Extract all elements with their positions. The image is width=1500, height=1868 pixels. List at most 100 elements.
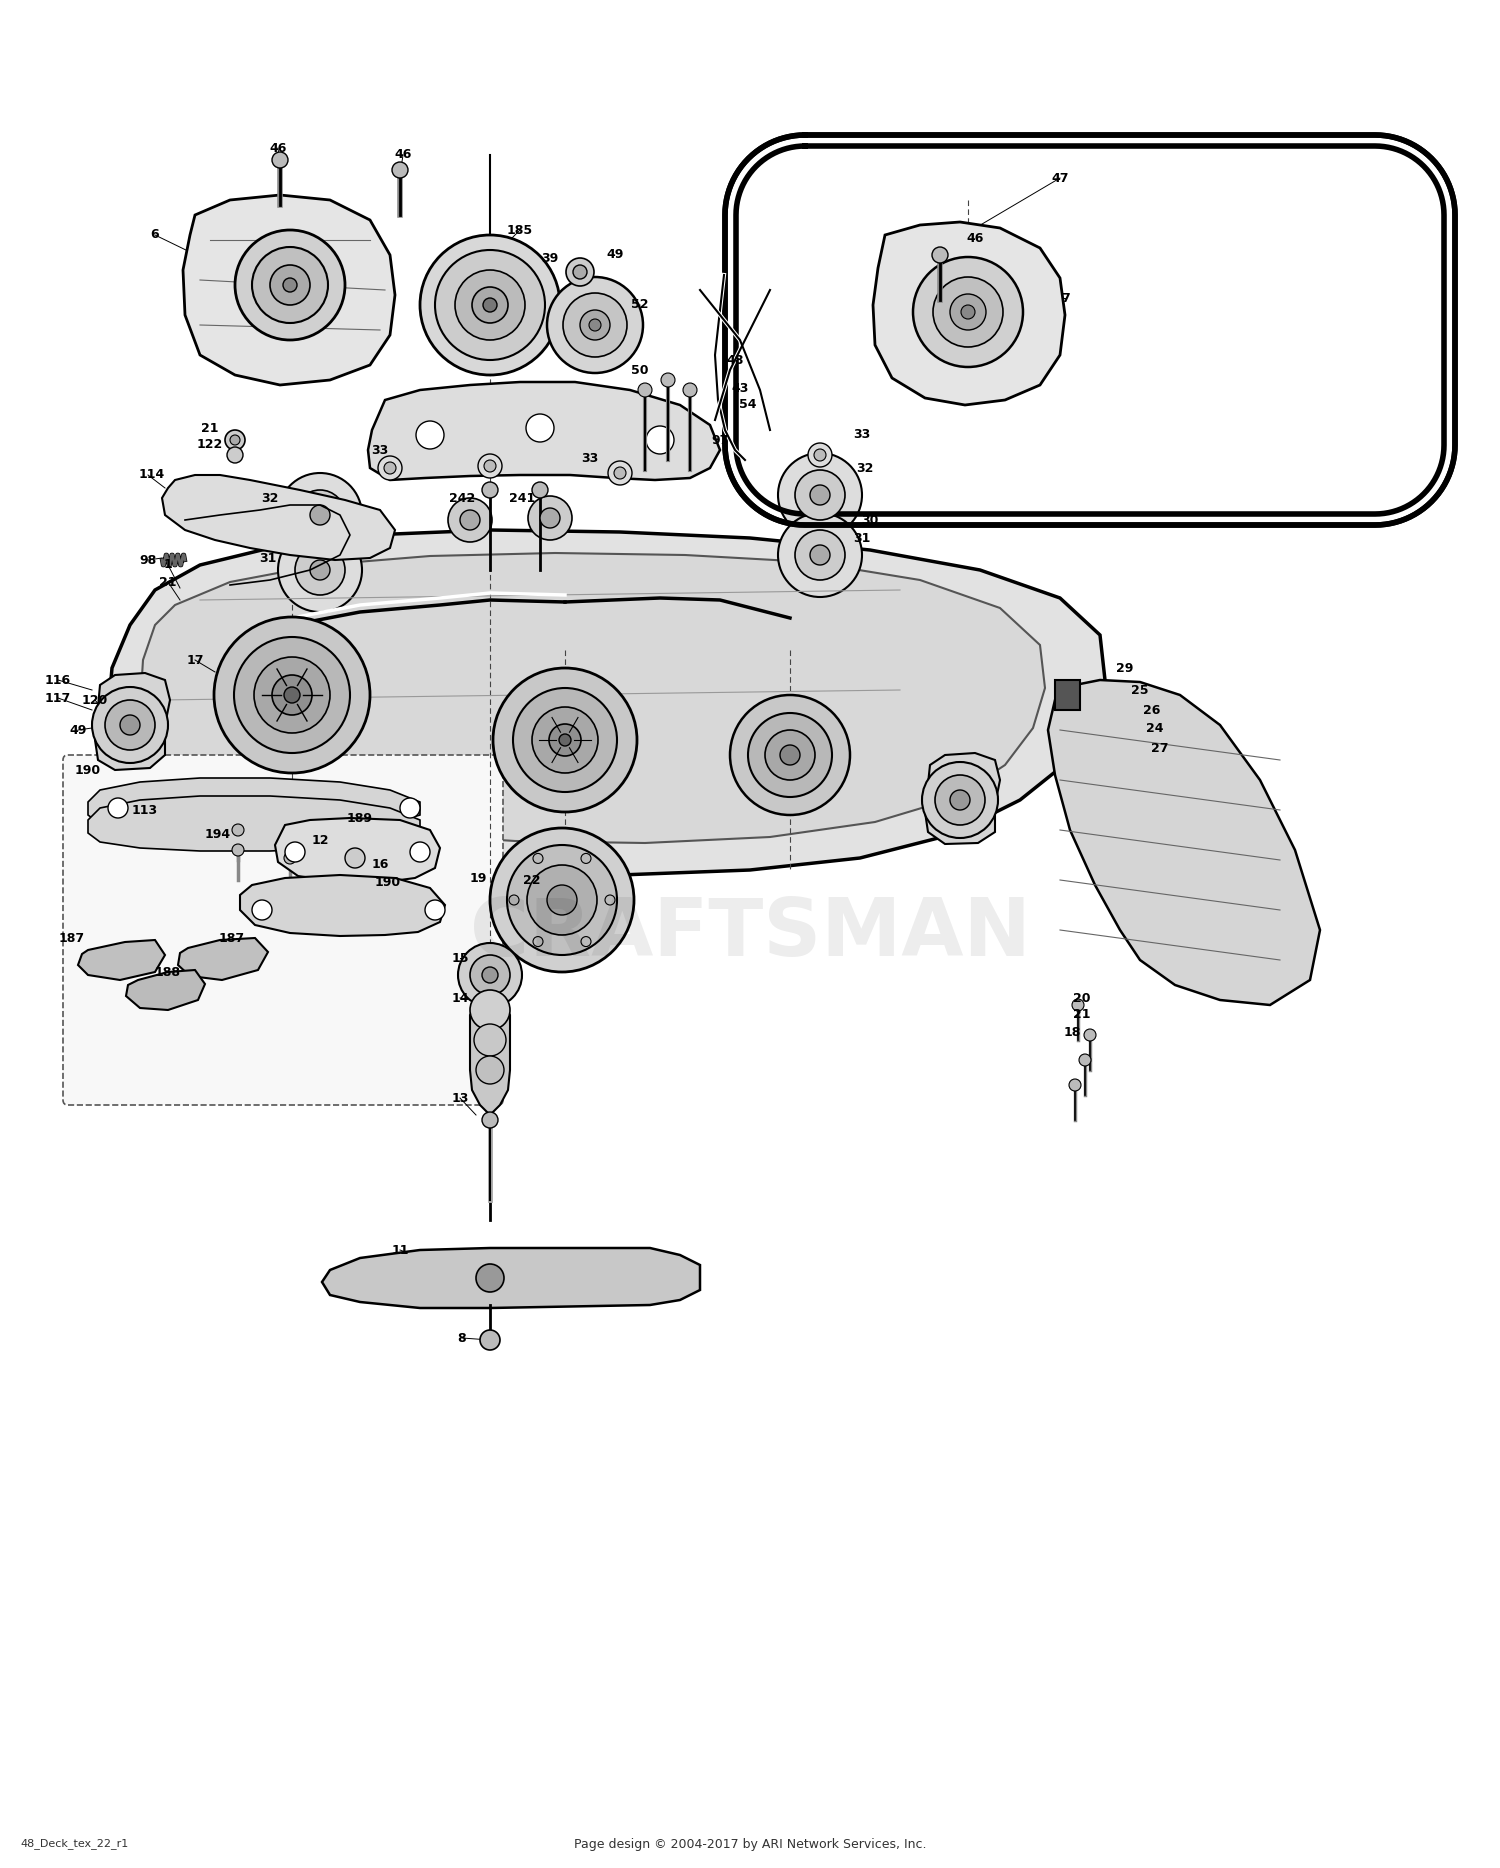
- Text: 43: 43: [732, 381, 748, 394]
- Circle shape: [252, 247, 328, 323]
- Circle shape: [765, 730, 814, 781]
- Polygon shape: [873, 222, 1065, 405]
- Circle shape: [682, 383, 698, 398]
- Circle shape: [548, 276, 644, 374]
- Circle shape: [934, 775, 986, 826]
- Text: 46: 46: [270, 142, 286, 155]
- Text: 1: 1: [164, 559, 172, 572]
- Circle shape: [810, 545, 830, 564]
- Circle shape: [580, 310, 610, 340]
- Text: 49: 49: [606, 248, 624, 262]
- Circle shape: [230, 435, 240, 445]
- Circle shape: [232, 824, 244, 837]
- Circle shape: [482, 482, 498, 499]
- Text: 188: 188: [154, 966, 182, 979]
- Circle shape: [933, 276, 1004, 347]
- Circle shape: [476, 1055, 504, 1083]
- Circle shape: [92, 687, 168, 762]
- Text: 6: 6: [150, 228, 159, 241]
- Circle shape: [234, 637, 350, 753]
- Text: 24: 24: [1146, 721, 1164, 734]
- Circle shape: [540, 508, 560, 529]
- Text: 122: 122: [196, 439, 223, 452]
- Circle shape: [532, 482, 548, 499]
- Circle shape: [778, 454, 862, 536]
- Polygon shape: [1048, 680, 1320, 1005]
- Text: 30: 30: [861, 514, 879, 527]
- Circle shape: [810, 486, 830, 504]
- Circle shape: [476, 1265, 504, 1293]
- Text: 33: 33: [853, 428, 870, 441]
- Text: 120: 120: [82, 693, 108, 706]
- Circle shape: [580, 936, 591, 947]
- Text: 187: 187: [219, 932, 245, 945]
- Text: 114: 114: [140, 469, 165, 482]
- Text: 11: 11: [392, 1244, 408, 1257]
- Text: 32: 32: [261, 491, 279, 504]
- Text: 12: 12: [312, 833, 328, 846]
- Text: 13: 13: [452, 1091, 468, 1104]
- Text: 241: 241: [509, 491, 536, 504]
- Text: 242: 242: [448, 491, 476, 504]
- Circle shape: [494, 669, 638, 813]
- Circle shape: [526, 415, 554, 443]
- Circle shape: [780, 745, 800, 766]
- Text: 47: 47: [1052, 172, 1068, 185]
- Circle shape: [285, 842, 304, 861]
- Polygon shape: [926, 753, 1001, 844]
- Polygon shape: [274, 818, 440, 882]
- Polygon shape: [183, 194, 394, 385]
- Circle shape: [795, 471, 844, 519]
- Circle shape: [808, 443, 832, 467]
- Text: 190: 190: [75, 764, 100, 777]
- Circle shape: [509, 895, 519, 904]
- Text: 33: 33: [582, 452, 598, 465]
- Text: 185: 185: [507, 224, 532, 237]
- Circle shape: [420, 235, 560, 375]
- Circle shape: [478, 454, 502, 478]
- Circle shape: [254, 658, 330, 732]
- Text: 98: 98: [140, 553, 156, 566]
- Circle shape: [646, 426, 674, 454]
- Text: 22: 22: [524, 874, 540, 887]
- Circle shape: [914, 258, 1023, 366]
- Text: 8: 8: [458, 1332, 466, 1345]
- Circle shape: [252, 900, 272, 921]
- Polygon shape: [178, 938, 268, 981]
- Circle shape: [345, 848, 364, 869]
- Text: 48: 48: [726, 353, 744, 366]
- Text: 32: 32: [856, 461, 873, 474]
- Text: 46: 46: [394, 148, 411, 161]
- Circle shape: [284, 852, 296, 865]
- Polygon shape: [88, 796, 420, 852]
- Circle shape: [120, 715, 140, 734]
- FancyBboxPatch shape: [63, 755, 503, 1106]
- Circle shape: [932, 247, 948, 263]
- Circle shape: [278, 529, 362, 613]
- Circle shape: [410, 842, 430, 861]
- Text: 21: 21: [201, 422, 219, 435]
- Circle shape: [962, 304, 975, 319]
- Circle shape: [108, 798, 128, 818]
- Circle shape: [272, 151, 288, 168]
- Text: 113: 113: [132, 803, 158, 816]
- Text: 20: 20: [1074, 992, 1090, 1005]
- Circle shape: [296, 489, 345, 540]
- Text: 29: 29: [1116, 661, 1134, 674]
- Circle shape: [573, 265, 586, 278]
- Circle shape: [532, 936, 543, 947]
- Polygon shape: [1054, 680, 1080, 710]
- Circle shape: [483, 299, 496, 312]
- Text: 189: 189: [346, 811, 374, 824]
- Circle shape: [384, 461, 396, 474]
- Circle shape: [922, 762, 998, 839]
- Circle shape: [950, 293, 986, 331]
- Polygon shape: [108, 531, 1106, 874]
- Text: 194: 194: [206, 829, 231, 841]
- Circle shape: [458, 943, 522, 1007]
- Text: 15: 15: [452, 951, 468, 964]
- Circle shape: [1078, 1054, 1090, 1067]
- Circle shape: [778, 514, 862, 598]
- Text: 39: 39: [542, 252, 558, 265]
- Polygon shape: [470, 999, 510, 1115]
